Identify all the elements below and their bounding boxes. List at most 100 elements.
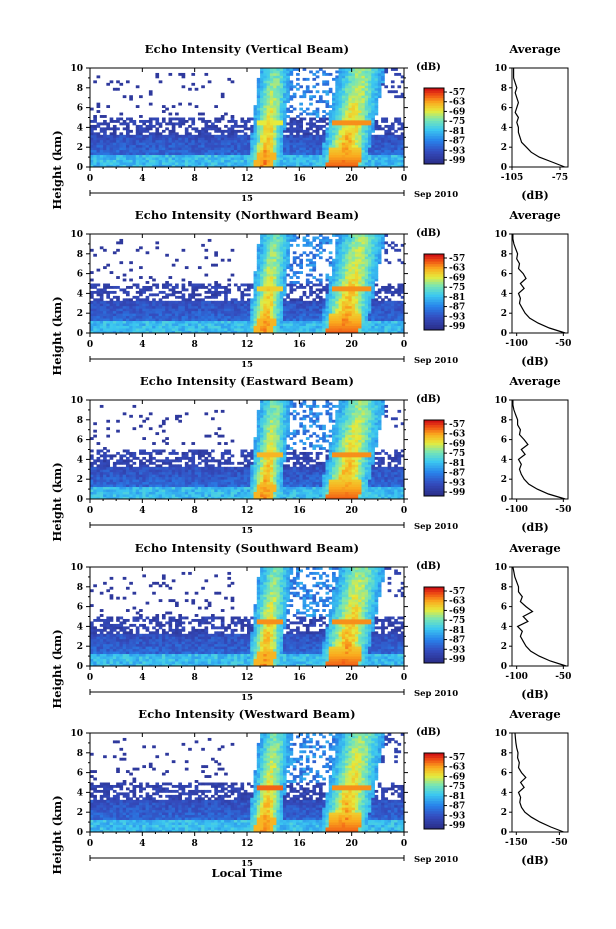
heatmap-cell (139, 323, 143, 326)
heatmap-cell (191, 139, 196, 143)
heatmap-cell (194, 105, 199, 109)
heatmap-cells (90, 68, 405, 168)
heatmap-cell (322, 298, 326, 302)
heatmap-cell (214, 290, 218, 294)
heatmap-cell (358, 72, 362, 76)
heatmap-cell (266, 251, 271, 255)
heatmap-cell (348, 82, 353, 86)
heatmap-cell (358, 134, 362, 138)
heatmap-cell (325, 152, 330, 156)
profile-y-tick-label: 2 (501, 309, 507, 319)
colorbar-swatch (424, 302, 444, 306)
heatmap-cell (171, 310, 176, 314)
heatmap-cell (90, 315, 94, 319)
heatmap-cell (247, 117, 251, 121)
heatmap-cell (227, 152, 232, 156)
heatmap-cell (394, 318, 398, 322)
heatmap-cell (217, 285, 222, 289)
heatmap-cell (332, 325, 336, 329)
heatmap-cell (103, 290, 107, 294)
heatmap-cell (364, 68, 369, 71)
heatmap-cell (247, 300, 251, 304)
heatmap-cell (269, 134, 274, 138)
heatmap-cell (381, 310, 385, 314)
heatmap-cell (224, 300, 228, 304)
heatmap-cell (260, 137, 264, 141)
heatmap-cell (364, 92, 369, 96)
heatmap-cell (282, 238, 287, 242)
heatmap-cell (318, 234, 323, 237)
heatmap-cell (188, 325, 192, 329)
heatmap-cell (269, 72, 274, 76)
colorbar-swatch (424, 286, 444, 290)
heatmap-cell (364, 107, 369, 111)
heatmap-cell (194, 315, 199, 319)
heatmap-cell (332, 273, 336, 277)
heatmap-cell (282, 97, 287, 101)
y-tick-label: 8 (77, 84, 83, 94)
heatmap-cell (207, 144, 212, 148)
heatmap-cell (109, 147, 114, 151)
heatmap-cell (282, 137, 287, 141)
heatmap-cell (161, 152, 166, 156)
heatmap-cell (211, 313, 215, 317)
heatmap-cell (175, 147, 179, 151)
heatmap-cell (269, 251, 274, 255)
heatmap-cell (361, 290, 366, 294)
heatmap-cell (312, 261, 317, 265)
heatmap-cell (296, 330, 300, 334)
heatmap-cell (240, 164, 245, 168)
heatmap-cell (207, 323, 212, 326)
heatmap-cell (279, 117, 284, 121)
heatmap-cell (197, 154, 202, 158)
heatmap-cell (260, 268, 264, 272)
heatmap-cell (351, 315, 356, 319)
heatmap-cell (335, 139, 339, 143)
heatmap-cell (256, 152, 261, 156)
heatmap-cell (145, 330, 150, 334)
heatmap-cell (273, 271, 277, 275)
heatmap-cell (279, 122, 284, 126)
heatmap-cell (256, 273, 261, 277)
heatmap-cell (148, 102, 153, 106)
heatmap-cell (276, 323, 281, 326)
heatmap-cell (217, 313, 222, 317)
heatmap-cell (279, 278, 284, 282)
heatmap-cell (348, 290, 353, 294)
x-tick-label: 0 (401, 340, 407, 350)
heatmap-cell (139, 293, 143, 297)
colorbar-swatch (424, 274, 444, 278)
heatmap-cell (276, 144, 281, 148)
heatmap-cell (338, 276, 343, 279)
heatmap-cell (338, 295, 343, 299)
heatmap-cell (168, 122, 173, 126)
heatmap-cell (328, 110, 333, 113)
heatmap-cell (282, 144, 287, 148)
heatmap-cell (309, 263, 313, 267)
heatmap-cell (273, 273, 277, 277)
heatmap-cell (345, 290, 349, 294)
heatmap-cell (152, 283, 156, 287)
heatmap-cell (282, 285, 287, 289)
heatmap-cell (358, 119, 362, 123)
heatmap-cell (201, 159, 205, 163)
heatmap-cell (341, 313, 346, 317)
y-tick-label: 6 (77, 270, 83, 280)
heatmap-cell (374, 303, 379, 307)
heatmap-cell (351, 308, 356, 312)
heatmap-cell (332, 281, 336, 284)
heatmap-cell (227, 310, 232, 314)
heatmap-cell (224, 308, 228, 312)
heatmap-cell (309, 310, 313, 314)
heatmap-cell (217, 157, 222, 160)
heatmap-cell (250, 117, 254, 121)
heatmap-cell (371, 115, 375, 118)
heatmap-cell (348, 303, 353, 307)
heatmap-cell (276, 303, 281, 307)
heatmap-cell (328, 256, 333, 260)
heatmap-cell (364, 112, 369, 116)
heatmap-cell (364, 248, 369, 252)
heatmap-cell (322, 285, 326, 289)
heatmap-cell (348, 310, 353, 314)
heatmap-cell (384, 152, 389, 156)
